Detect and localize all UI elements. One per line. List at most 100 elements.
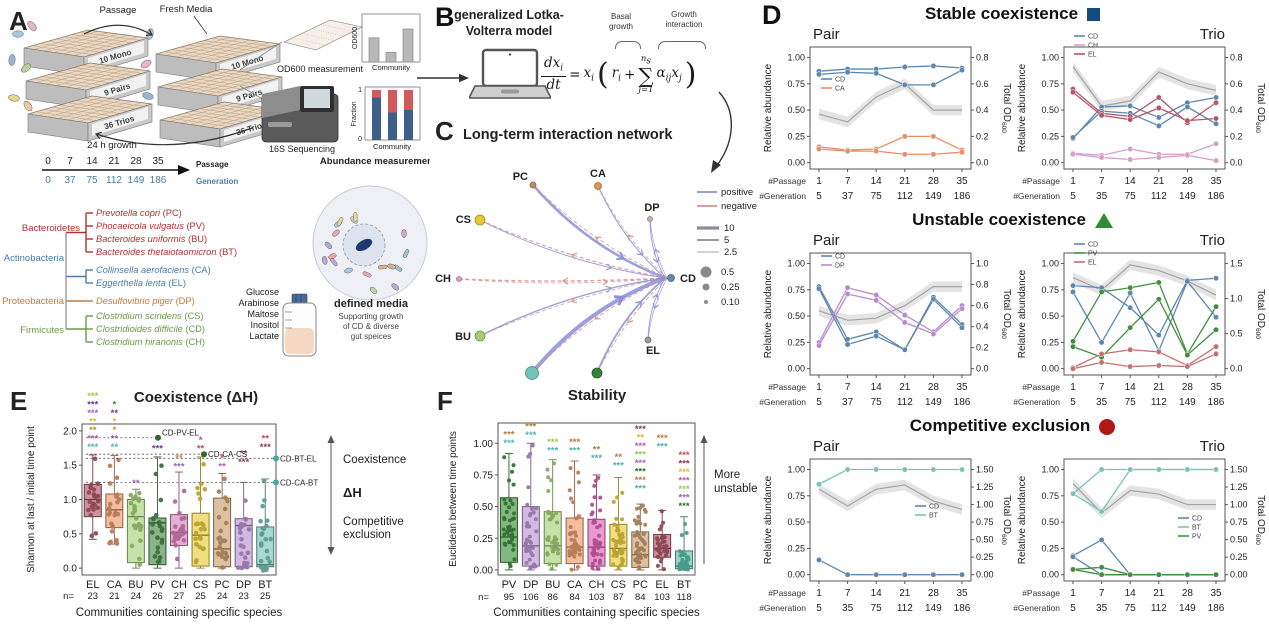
significance-stars: *** [547, 437, 558, 448]
microbe-icon [344, 267, 353, 274]
od-xlabel: Community [372, 63, 410, 72]
jitter-point [507, 533, 512, 538]
jitter-point [194, 542, 199, 547]
data-point [844, 571, 851, 578]
jitter-point [512, 511, 517, 516]
data-point [1213, 275, 1219, 282]
passage-row-label: #Passage [1022, 176, 1060, 186]
data-point [816, 146, 822, 152]
jitter-point [655, 541, 660, 546]
left-tick: 0.25 [787, 131, 805, 141]
generation-tick: 149 [1179, 603, 1196, 614]
jitter-point [612, 522, 617, 527]
jitter-point [638, 521, 643, 526]
plot-frame [809, 46, 972, 170]
category-label: EL [655, 579, 668, 591]
jitter-point [591, 547, 596, 552]
plot-frame [809, 252, 972, 376]
passage-tick: 21 [1153, 382, 1165, 393]
threshold-dot [273, 479, 279, 486]
data-point [1213, 140, 1219, 147]
data-point [1184, 352, 1191, 358]
data-point [1127, 346, 1134, 353]
bacteria-icon [21, 63, 31, 73]
n-value: 21 [109, 591, 120, 602]
n-value: 24 [131, 591, 142, 602]
right-tick: 0.6 [1230, 79, 1243, 89]
jitter-point [568, 524, 573, 529]
jitter-point [527, 557, 532, 562]
jitter-point [569, 567, 574, 572]
jitter-point [503, 501, 508, 506]
data-point [1070, 338, 1076, 345]
jitter-point [243, 516, 249, 522]
species-label-CD: Clostridioides difficile (CD) [96, 324, 205, 334]
generation-tick: 112 [897, 603, 913, 614]
jitter-point [621, 547, 626, 552]
jitter-point [89, 533, 95, 539]
data-point [1098, 564, 1105, 571]
species-label-CS: Clostridium scindens (CS) [96, 311, 203, 321]
passage-tick: 7 [1099, 176, 1105, 187]
passage-tick: 28 [928, 588, 940, 599]
curved-arrow-icon [711, 91, 732, 173]
phylum-label: Firmicutes [20, 325, 64, 336]
jitter-point [661, 544, 666, 549]
microbe-icon [353, 212, 358, 222]
generation-tick: 112 [1151, 397, 1167, 408]
passage-tick: 1 [1070, 176, 1076, 187]
significance-stars: ** [637, 432, 645, 443]
jitter-point [242, 555, 248, 560]
jitter-point [596, 533, 601, 538]
passage-tick: 21 [899, 382, 911, 393]
jitter-point [129, 543, 135, 549]
data-point [1098, 359, 1105, 366]
microbe-icon [330, 257, 338, 267]
edge-BU-out [479, 277, 668, 337]
passage-tick: 35 [956, 176, 968, 187]
left-tick: 0.00 [1041, 570, 1059, 580]
data-point [901, 312, 908, 319]
jitter-point [244, 560, 250, 566]
node-BU [474, 330, 486, 342]
jitter-point [549, 478, 554, 483]
right-tick: 1.00 [1230, 500, 1248, 510]
significance-stars: ** [111, 408, 119, 419]
left-tick: 0.00 [787, 158, 805, 168]
jitter-point [545, 552, 550, 557]
chart-unstable-pair: Pair 0.00 0.25 0.50 0.75 1.00 Relative abundan… [758, 230, 1014, 435]
jitter-point [576, 480, 581, 485]
jitter-point [593, 478, 598, 483]
significance-stars: *** [503, 438, 514, 449]
data-point [1213, 343, 1219, 350]
od-line [818, 83, 962, 123]
generation-tick: 186 [954, 397, 971, 408]
generation-tick: 75 [871, 191, 883, 202]
passage-tick: 14 [871, 382, 883, 393]
jitter-point [95, 499, 101, 504]
subplot-title: Trio [1200, 26, 1225, 43]
chart-exclusion-pair: Pair 0.00 0.25 0.50 0.75 1.00 Relative abundan… [758, 436, 1014, 626]
timeline-passage-value: 28 [130, 156, 142, 167]
jitter-point [218, 528, 224, 534]
growth-interaction-label: Growth interaction [665, 10, 703, 29]
data-point [816, 481, 822, 488]
jitter-point [195, 521, 201, 527]
jitter-point [93, 531, 99, 536]
data-point [930, 296, 937, 303]
phylum-label: Actinobacteria [4, 253, 65, 264]
jitter-point [182, 530, 187, 535]
laptop-icon [469, 48, 551, 99]
jitter-point [128, 492, 134, 498]
arrowhead-icon [616, 251, 625, 261]
data-point [1213, 466, 1219, 473]
jitter-point [137, 562, 143, 567]
jitter-point [611, 562, 616, 567]
passage-tick: 1 [816, 176, 822, 187]
jitter-point [592, 483, 597, 488]
left-tick: 0.25 [787, 337, 805, 347]
legend-label: EL [1088, 260, 1097, 267]
jitter-point [216, 515, 222, 520]
generation-tick: 75 [871, 603, 883, 614]
jitter-point [174, 556, 180, 562]
